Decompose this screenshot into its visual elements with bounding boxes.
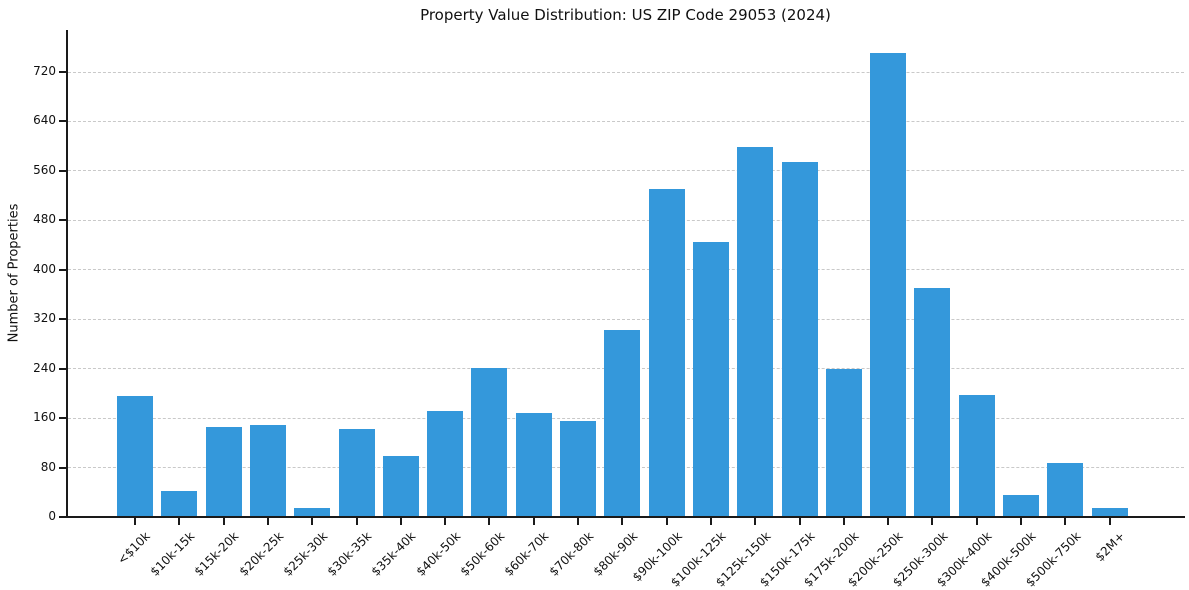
- x-tick-label: $30k-35k: [324, 529, 375, 579]
- bar-$300k-400k: [958, 395, 995, 517]
- x-tick-mark: [532, 518, 535, 525]
- y-tick-mark: [59, 367, 66, 370]
- y-tick-label: 640: [33, 113, 56, 128]
- x-tick-mark: [1064, 518, 1067, 525]
- y-tick-mark: [59, 219, 66, 222]
- gridline-y-560: [68, 170, 1184, 172]
- bar-$150k-175k: [781, 161, 818, 517]
- bar-$20k-25k: [249, 424, 286, 517]
- y-tick-mark: [59, 466, 66, 469]
- bar-$175k-200k: [825, 368, 862, 517]
- y-tick-mark: [59, 417, 66, 420]
- y-tick-label: 320: [33, 311, 56, 326]
- y-tick-label: 720: [33, 64, 56, 78]
- x-tick-label: <$10k: [114, 529, 153, 568]
- x-tick-mark: [621, 518, 624, 525]
- gridline-y-320: [68, 318, 1184, 320]
- y-tick-label: 160: [33, 410, 56, 425]
- x-tick-mark: [754, 518, 757, 525]
- bar-$500k-750k: [1047, 462, 1084, 517]
- y-tick-mark: [59, 120, 66, 123]
- bar-$2M+: [1091, 507, 1128, 517]
- bar-$250k-300k: [914, 287, 951, 517]
- bar-<$10k: [117, 395, 153, 517]
- x-tick-mark: [842, 518, 845, 525]
- x-tick-mark: [488, 518, 491, 525]
- y-tick-label: 480: [33, 212, 56, 227]
- bar-$25k-30k: [294, 507, 331, 517]
- bar-$90k-100k: [648, 189, 685, 517]
- x-tick-label: $35k-40k: [368, 529, 419, 579]
- gridline-y-640: [68, 120, 1184, 122]
- y-tick-mark: [59, 71, 66, 73]
- bar-$30k-35k: [338, 429, 375, 517]
- bar-$100k-125k: [692, 241, 729, 517]
- bar-$50k-60k: [471, 368, 508, 517]
- bar-$200k-250k: [870, 52, 907, 517]
- x-tick-mark: [178, 518, 181, 525]
- bar-$80k-90k: [604, 329, 641, 517]
- bar-$125k-150k: [737, 147, 774, 517]
- x-tick-mark: [311, 518, 314, 525]
- x-tick-mark: [798, 518, 801, 525]
- x-tick-label: $25k-30k: [280, 529, 331, 579]
- x-tick-mark: [931, 518, 934, 525]
- y-tick-label: 0: [48, 509, 56, 523]
- bar-$400k-500k: [1003, 494, 1039, 517]
- x-tick-label: $40k-50k: [413, 529, 464, 579]
- y-tick-mark: [59, 318, 66, 321]
- x-tick-mark: [1108, 518, 1111, 525]
- x-tick-label: $60k-70k: [501, 529, 552, 579]
- x-axis-spine: [66, 516, 1185, 518]
- gridline-y-720: [68, 71, 1184, 73]
- x-tick-mark: [399, 518, 402, 525]
- y-tick-mark: [59, 516, 66, 518]
- chart-title: Property Value Distribution: US ZIP Code…: [420, 6, 831, 24]
- y-tick-label: 240: [33, 360, 56, 375]
- x-tick-mark: [134, 518, 136, 525]
- x-tick-mark: [887, 518, 890, 525]
- bar-$15k-20k: [205, 426, 242, 517]
- x-tick-mark: [577, 518, 579, 525]
- y-tick-label: 560: [33, 162, 56, 177]
- bar-$35k-40k: [382, 456, 419, 517]
- x-tick-mark: [266, 518, 269, 525]
- bar-$60k-70k: [515, 413, 552, 517]
- y-tick-mark: [59, 268, 66, 271]
- y-tick-label: 400: [33, 261, 56, 276]
- x-tick-label: $50k-60k: [457, 529, 508, 579]
- y-tick-mark: [59, 169, 66, 172]
- x-tick-label: $15k-20k: [191, 529, 242, 579]
- bar-$70k-80k: [560, 420, 596, 517]
- x-tick-mark: [975, 518, 978, 525]
- x-tick-mark: [1020, 518, 1022, 525]
- gridline-y-480: [68, 219, 1184, 221]
- x-tick-label: $2M+: [1092, 529, 1128, 565]
- x-tick-mark: [665, 518, 668, 525]
- x-tick-mark: [709, 518, 712, 525]
- bar-$40k-50k: [427, 410, 464, 517]
- x-tick-label: $10k-15k: [147, 529, 198, 579]
- y-tick-label: 80: [40, 459, 56, 474]
- bar-$10k-15k: [161, 491, 198, 517]
- gridline-y-400: [68, 269, 1184, 271]
- y-axis-spine: [66, 30, 68, 518]
- x-tick-mark: [355, 518, 358, 525]
- x-tick-label: $70k-80k: [546, 529, 596, 579]
- x-tick-mark: [222, 518, 225, 525]
- x-tick-mark: [444, 518, 447, 525]
- x-tick-label: $20k-25k: [236, 529, 286, 579]
